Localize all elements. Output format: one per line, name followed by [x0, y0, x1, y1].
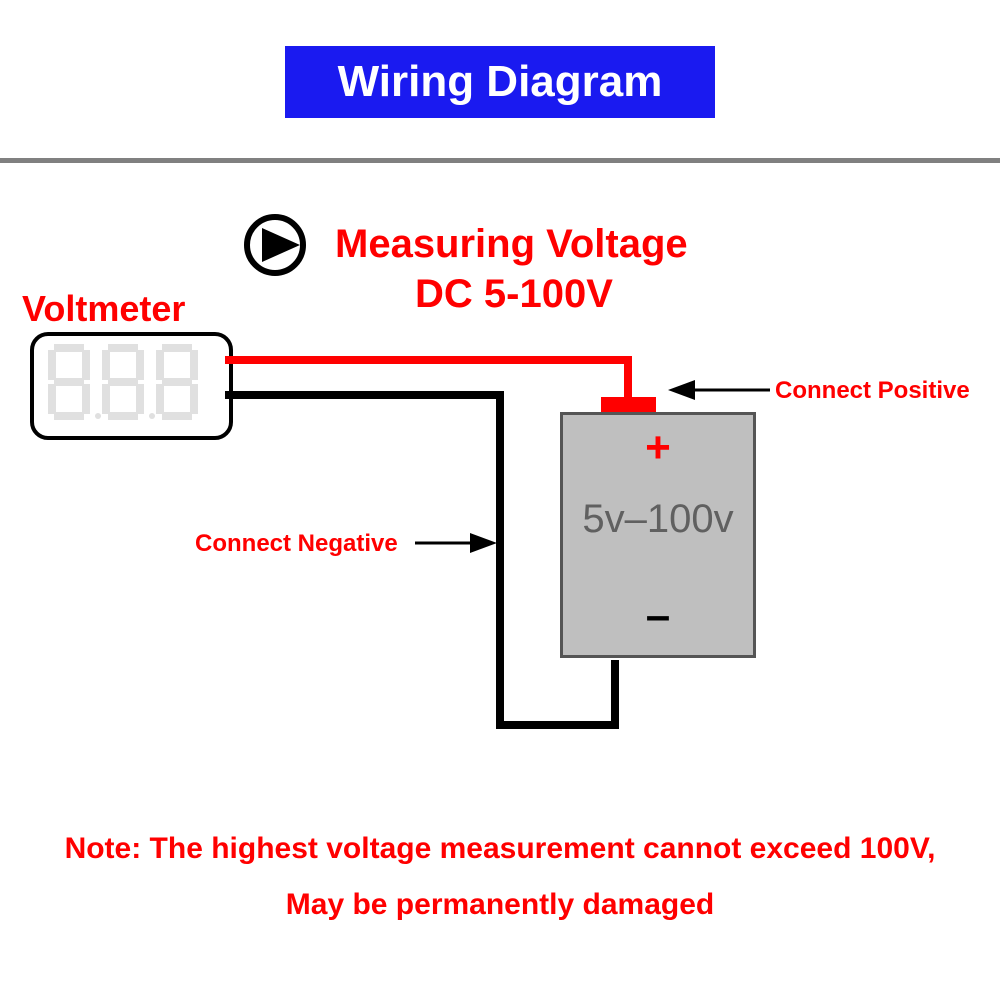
- diagram-stage: Wiring Diagram Voltmeter Measuring Volta…: [0, 0, 1000, 1000]
- note-line1: Note: The highest voltage measurement ca…: [0, 832, 1000, 866]
- note-line2: May be permanently damaged: [0, 888, 1000, 922]
